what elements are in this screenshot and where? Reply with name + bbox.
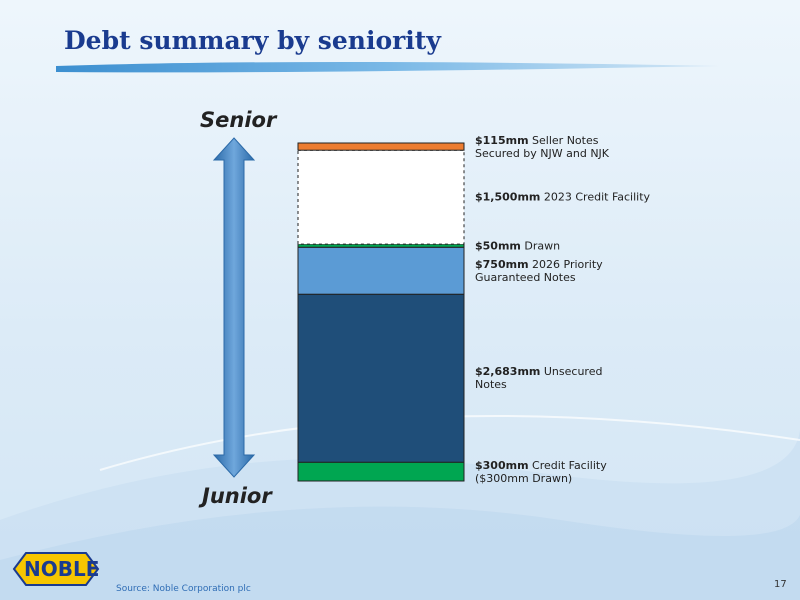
segment-label: $1,500mm 2023 Credit Facility bbox=[475, 191, 705, 204]
bar-segment bbox=[297, 246, 465, 295]
seniority-arrow bbox=[212, 137, 256, 478]
segment-value: $2,683mm bbox=[475, 365, 541, 379]
segment-value: $115mm bbox=[475, 133, 529, 147]
segment-value: $50mm bbox=[475, 239, 521, 253]
bar-segment bbox=[297, 293, 465, 463]
logo-badge bbox=[12, 552, 100, 586]
bar-segment bbox=[297, 461, 465, 482]
bar-segment bbox=[297, 149, 465, 245]
stacked-bar bbox=[297, 142, 465, 482]
top-label: Senior bbox=[200, 108, 277, 132]
page-number: 17 bbox=[774, 579, 787, 590]
segment-label: $300mm Credit Facility ($300mm Drawn) bbox=[475, 459, 705, 485]
segment-label: $750mm 2026 Priority Guaranteed Notes bbox=[475, 258, 705, 284]
segment-name: Seller Notes Secured by NJW and NJK bbox=[475, 133, 610, 160]
wave bbox=[0, 500, 800, 600]
title: Debt summary by seniority bbox=[64, 26, 441, 55]
segment-name: Drawn bbox=[524, 239, 561, 253]
segment-label: $115mm Seller Notes Secured by NJW and N… bbox=[475, 134, 705, 160]
segment-label: $50mm Drawn bbox=[475, 239, 705, 252]
title-swoosh bbox=[56, 62, 720, 73]
segment-value: $750mm bbox=[475, 257, 529, 271]
source: Source: Noble Corporation plc bbox=[116, 584, 251, 594]
bar-segment bbox=[297, 142, 465, 151]
segment-name: 2023 Credit Facility bbox=[543, 190, 651, 204]
segment-name: Credit Facility ($300mm Drawn) bbox=[475, 458, 607, 485]
segment-name: Unsecured Notes bbox=[475, 365, 603, 392]
segment-name: 2026 Priority Guaranteed Notes bbox=[475, 257, 603, 284]
segment-value: $1,500mm bbox=[475, 190, 541, 204]
bottom-label: Junior bbox=[202, 484, 272, 508]
segment-label: $2,683mm Unsecured Notes bbox=[475, 365, 705, 391]
segment-value: $300mm bbox=[475, 458, 529, 472]
logo: NOBLE bbox=[24, 557, 100, 581]
